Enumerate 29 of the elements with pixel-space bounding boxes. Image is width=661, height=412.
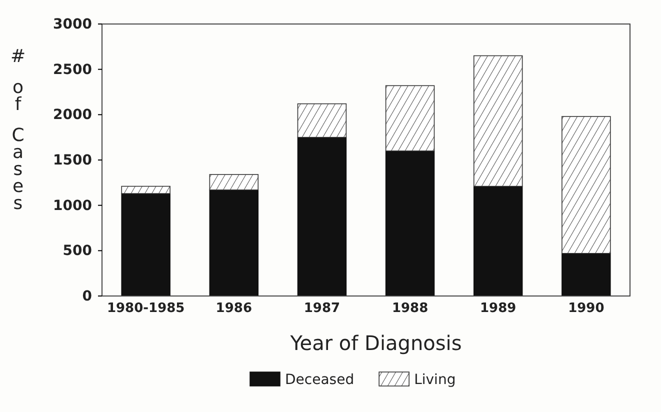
x-axis-title: Year of Diagnosis (289, 331, 462, 355)
bar (473, 55, 523, 187)
bar (209, 190, 259, 296)
bar (121, 186, 170, 194)
x-tick-label: 1987 (304, 301, 340, 316)
x-tick-label: 1988 (392, 301, 428, 316)
y-axis-title: # of Cases (10, 46, 26, 214)
y-tick-label: 1000 (53, 198, 92, 214)
y-tick-label: 2000 (53, 107, 92, 124)
legend-label: Deceased (285, 372, 354, 388)
bar (121, 193, 170, 296)
x-tick-label: 1980-1985 (106, 301, 185, 316)
y-tick-label: 500 (62, 243, 92, 260)
bar (385, 85, 435, 152)
x-tick-label: 1989 (480, 301, 516, 316)
bar (297, 103, 347, 138)
bar (562, 252, 611, 296)
y-tick-label: 1500 (53, 152, 92, 168)
bar (297, 136, 347, 296)
bar (473, 186, 523, 296)
y-tick-label: 2500 (53, 62, 92, 78)
y-tick-label: 0 (82, 288, 92, 304)
bar (209, 174, 259, 190)
y-tick-label: 3000 (53, 16, 92, 32)
x-tick-label: 1990 (568, 301, 604, 316)
bar (385, 150, 435, 296)
bar (562, 116, 611, 254)
legend-label: Living (414, 372, 456, 388)
x-tick-label: 1986 (216, 301, 252, 316)
